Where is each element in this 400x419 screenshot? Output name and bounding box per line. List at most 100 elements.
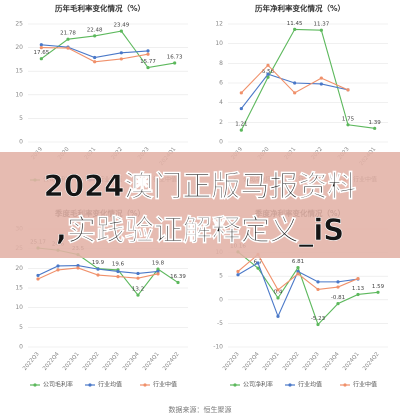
point [146,52,150,56]
point [39,43,43,47]
point [36,277,40,281]
data-label: 1.75 [342,116,355,122]
point [156,267,160,271]
banner-text: 2024澳门正版马报资料 [44,169,357,203]
y-tick-label: 0 [219,139,223,146]
point [316,322,320,327]
legend-label: 行业均值 [98,381,122,389]
point [39,57,43,61]
point [136,293,140,297]
point [346,88,350,92]
point [56,268,60,272]
data-label: 17.65 [33,50,49,56]
data-label: 19.9 [92,260,105,266]
y-tick-label: 5 [19,324,23,331]
point [66,37,70,41]
legend-dot [233,383,237,387]
point [119,51,123,55]
point [176,280,180,285]
y-tick-label: 10 [15,91,23,98]
y-tick-label: 20 [15,265,23,272]
legend-label: 行业均值 [298,381,322,389]
point [173,61,177,65]
point [36,273,40,278]
point [376,290,380,294]
point [319,82,323,86]
banner-text: ,实践验证解释定义_iS [56,213,344,247]
data-label: 13.2 [132,287,144,293]
point [239,128,243,132]
legend-label: 公司毛利率 [43,381,73,389]
data-label: 19.8 [152,261,165,267]
point [336,302,340,306]
banner-band [0,152,400,258]
data-label: 16.39 [170,274,186,280]
point [296,272,300,276]
data-label: 0.4 [274,289,283,295]
point [266,75,270,79]
data-label: 1.59 [372,284,385,290]
point [93,55,97,60]
point [96,273,100,277]
point [293,81,297,85]
point [93,60,97,64]
series-line [240,28,375,131]
point [236,269,240,274]
y-tick-label: 5 [219,273,223,280]
y-tick-label: 6 [219,80,223,87]
legend-label: 行业中值 [153,381,177,389]
point [66,46,70,50]
legend-label: 行业中值 [353,381,377,389]
point [146,65,150,70]
point [276,314,280,318]
legend-dot [88,383,92,387]
legend-label: 公司净利率 [243,381,273,389]
data-label: 15.77 [140,59,156,65]
data-label: 16.73 [167,55,183,61]
y-tick-label: 0 [19,139,23,146]
point [336,280,340,284]
point [156,269,160,274]
point [76,263,80,268]
point [276,288,280,292]
point [336,285,340,289]
point [319,76,323,80]
data-label: -0.81 [331,295,345,301]
y-tick-label: 10 [215,40,223,47]
y-tick-label: 10 [15,304,23,311]
point [346,123,350,127]
y-tick-label: 5 [19,115,23,122]
series-line [41,30,175,69]
point [76,266,80,270]
point [236,273,240,277]
point [96,267,100,271]
data-label: 6.81 [292,259,304,265]
point [293,27,297,32]
point [316,280,320,284]
data-label: 19.6 [112,261,125,267]
point [56,264,60,268]
data-label: 11.45 [287,21,303,27]
y-tick-label: 8 [219,60,223,67]
point [256,266,260,270]
point [266,63,270,67]
y-tick-label: 15 [15,68,23,75]
point [116,274,120,279]
point [239,106,243,111]
point [319,28,323,32]
data-label: 22.48 [87,27,103,33]
point [356,292,360,297]
legend-dot [33,383,37,387]
y-tick-label: 4 [219,99,223,106]
y-tick-label: 20 [15,44,23,51]
y-tick-label: 25 [15,21,23,28]
point [136,271,140,276]
point [119,57,123,61]
y-tick-label: 0 [19,344,23,351]
y-tick-label: 15 [15,285,23,292]
point [239,91,243,95]
point [373,126,377,130]
point [276,296,280,300]
data-label: 1.39 [369,120,382,126]
